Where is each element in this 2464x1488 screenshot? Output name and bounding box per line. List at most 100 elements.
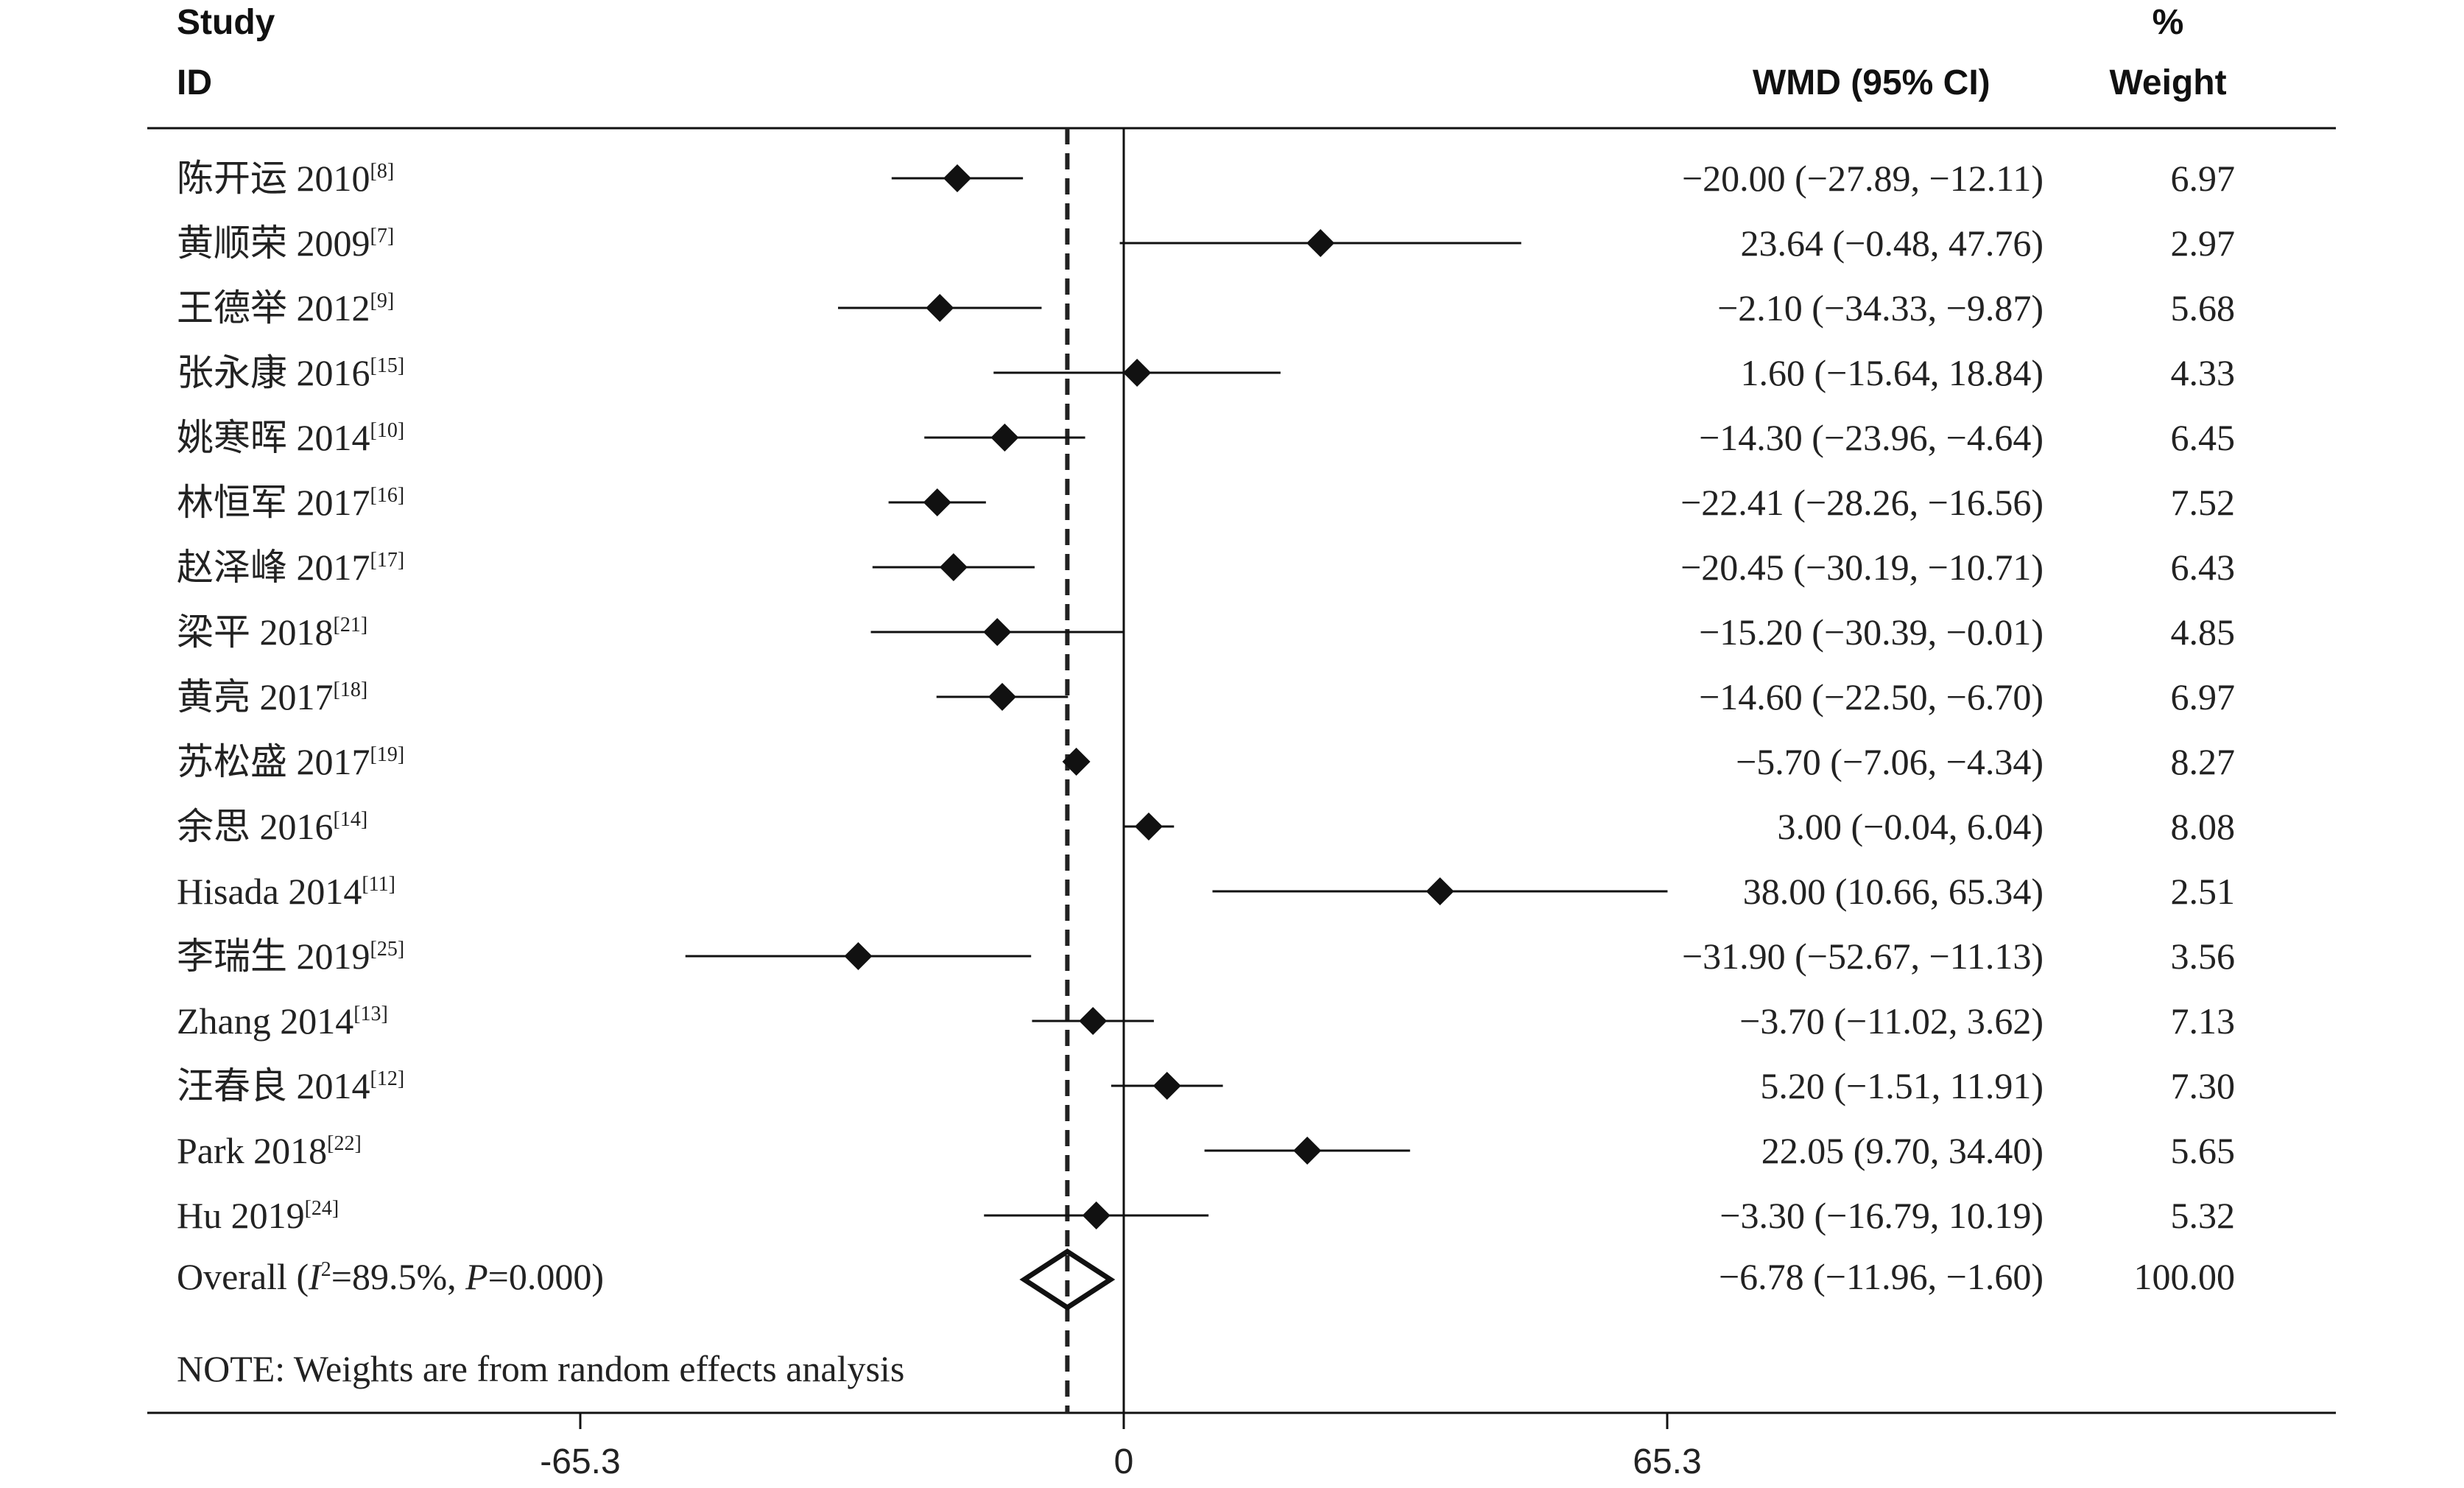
study-name: 李瑞生 2019 [177,936,370,977]
study-ci-text: −3.30 (−16.79, 10.19) [1719,1195,2044,1236]
study-weight: 4.85 [2171,611,2236,653]
x-tick-label: 65.3 [1633,1442,1701,1481]
point-estimate [1152,1072,1181,1100]
overall-ci-text: −6.78 (−11.96, −1.60) [1719,1256,2044,1297]
study-name: Hu 2019 [177,1195,305,1236]
study-ci-text: 23.64 (−0.48, 47.76) [1741,222,2044,264]
point-estimate [1426,877,1454,905]
study-ref: [12] [370,1067,405,1090]
study-row: 赵泽峰 2017[17] −20.45 (−30.19, −10.71) 6.43 [177,547,2235,588]
study-label: 余思 2016[14] [177,806,367,847]
study-ci-text: −2.10 (−34.33, −9.87) [1717,287,2044,329]
study-ref: [15] [370,354,405,377]
point-estimate [1082,1201,1110,1229]
study-ci-text: 1.60 (−15.64, 18.84) [1741,352,2044,393]
study-ref: [8] [370,160,395,183]
study-weight: 5.68 [2171,287,2236,329]
study-weight: 2.97 [2171,222,2236,264]
point-estimate [939,553,968,581]
study-row: 汪春良 2014[12] 5.20 (−1.51, 11.91) 7.30 [177,1065,2235,1106]
study-weight: 6.97 [2171,158,2236,199]
study-ci-text: −20.00 (−27.89, −12.11) [1682,158,2044,199]
study-weight: 6.43 [2171,547,2236,588]
study-row: 林恒军 2017[16] −22.41 (−28.26, −16.56) 7.52 [177,482,2235,523]
point-estimate [926,294,954,322]
study-ref: [25] [370,938,405,961]
header-effect: WMD (95% CI) [1753,63,1990,102]
study-name: 林恒军 2017 [177,482,370,523]
study-weight: 6.45 [2171,417,2236,458]
study-label: 梁平 2018[21] [177,611,367,653]
study-name: 陈开运 2010 [177,158,370,199]
study-label: 黄亮 2017[18] [177,676,367,717]
study-weight: 5.32 [2171,1195,2236,1236]
study-weight: 7.13 [2171,1000,2236,1042]
study-row: Hu 2019[24] −3.30 (−16.79, 10.19) 5.32 [177,1195,2235,1236]
study-row: Zhang 2014[13] −3.70 (−11.02, 3.62) 7.13 [177,1000,2235,1042]
overall-label: Overall (I2=89.5%, P=0.000) [177,1256,604,1297]
study-weight: 6.97 [2171,676,2236,717]
study-ref: [10] [370,419,405,442]
study-row: 余思 2016[14] 3.00 (−0.04, 6.04) 8.08 [177,806,2235,847]
study-name: 王德举 2012 [177,287,370,329]
study-row: Hisada 2014[11] 38.00 (10.66, 65.34) 2.51 [177,871,2235,912]
study-label: 林恒军 2017[16] [177,482,404,523]
point-estimate [983,618,1012,646]
study-name: 张永康 2016 [177,352,370,393]
x-tick-label: -65.3 [540,1442,620,1481]
point-estimate [844,942,873,970]
study-name: 黄顺荣 2009 [177,222,370,264]
study-label: Park 2018[22] [177,1130,362,1171]
study-label: 汪春良 2014[12] [177,1065,404,1106]
point-estimate [990,424,1019,452]
study-label: 姚寒晖 2014[10] [177,417,404,458]
study-weight: 3.56 [2171,936,2236,977]
study-ci-text: 3.00 (−0.04, 6.04) [1778,806,2044,847]
study-name: 赵泽峰 2017 [177,547,370,588]
study-row: 苏松盛 2017[19] −5.70 (−7.06, −4.34) 8.27 [177,741,2235,782]
study-ci-text: −14.60 (−22.50, −6.70) [1699,676,2044,717]
study-ref: [19] [370,743,405,766]
study-row: 黄顺荣 2009[7] 23.64 (−0.48, 47.76) 2.97 [177,222,2235,264]
x-tick-label: 0 [1114,1442,1134,1481]
point-estimate [1306,229,1335,257]
study-row: 王德举 2012[9] −2.10 (−34.33, −9.87) 5.68 [177,287,2235,329]
study-name: 余思 2016 [177,806,334,847]
study-label: 张永康 2016[15] [177,352,404,393]
study-ref: [21] [334,614,368,636]
study-ci-text: 38.00 (10.66, 65.34) [1743,871,2044,912]
point-estimate [988,683,1016,711]
study-ref: [18] [334,678,368,701]
header-percent: % [2153,3,2184,42]
study-row: 陈开运 2010[8] −20.00 (−27.89, −12.11) 6.97 [177,158,2235,199]
study-ref: [9] [370,289,395,312]
study-weight: 8.27 [2171,741,2236,782]
study-ref: [24] [305,1197,339,1220]
study-name: 姚寒晖 2014 [177,417,370,458]
study-label: 黄顺荣 2009[7] [177,222,394,264]
study-ref: [22] [327,1132,362,1155]
study-row: 黄亮 2017[18] −14.60 (−22.50, −6.70) 6.97 [177,676,2235,717]
point-estimate [1123,359,1152,387]
study-ci-text: −14.30 (−23.96, −4.64) [1699,417,2044,458]
study-row: Park 2018[22] 22.05 (9.70, 34.40) 5.65 [177,1130,2235,1171]
study-ref: [17] [370,549,405,572]
study-weight: 4.33 [2171,352,2236,393]
study-label: 赵泽峰 2017[17] [177,547,404,588]
weights-note: NOTE: Weights are from random effects an… [177,1348,904,1389]
study-row: 姚寒晖 2014[10] −14.30 (−23.96, −4.64) 6.45 [177,417,2235,458]
study-ci-text: −15.20 (−30.39, −0.01) [1699,611,2044,653]
overall-diamond [1019,1248,1116,1311]
study-row: 梁平 2018[21] −15.20 (−30.39, −0.01) 4.85 [177,611,2235,653]
study-ref: [16] [370,484,405,507]
study-weight: 5.65 [2171,1130,2236,1171]
point-estimate [1134,813,1163,840]
study-weight: 2.51 [2171,871,2236,912]
study-ci-text: −5.70 (−7.06, −4.34) [1736,741,2044,782]
study-ci-text: −20.45 (−30.19, −10.71) [1680,547,2044,588]
study-ci-text: −22.41 (−28.26, −16.56) [1680,482,2044,523]
study-label: Zhang 2014[13] [177,1000,388,1042]
header-weight: Weight [2109,63,2226,102]
study-name: Zhang 2014 [177,1000,353,1042]
